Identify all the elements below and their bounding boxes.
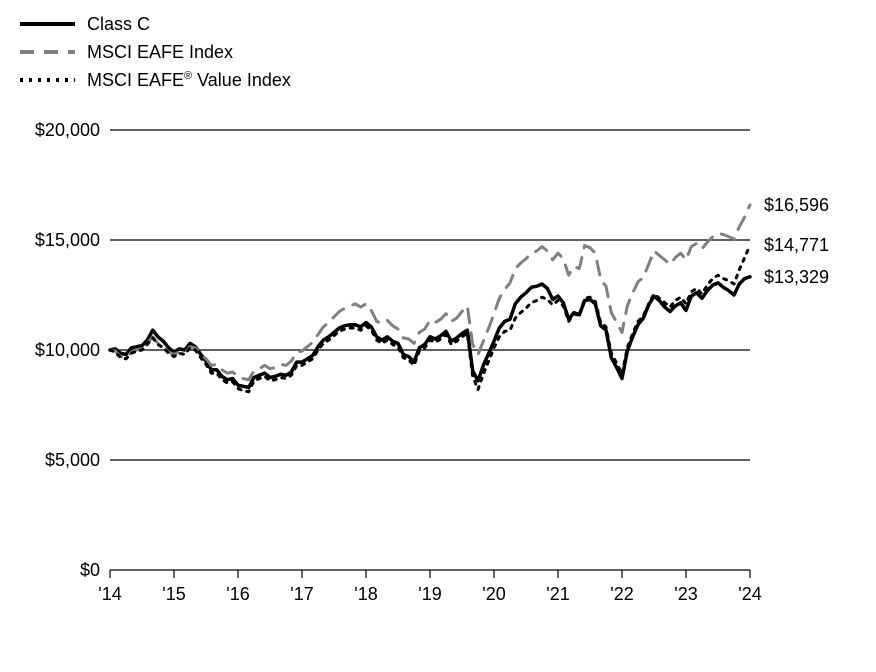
svg-text:$5,000: $5,000 — [45, 450, 100, 470]
legend-swatch-dashed — [20, 38, 75, 66]
svg-text:'22: '22 — [610, 584, 633, 604]
legend-label: Class C — [87, 14, 150, 35]
svg-text:'16: '16 — [226, 584, 249, 604]
svg-text:$0: $0 — [80, 560, 100, 580]
svg-text:'14: '14 — [98, 584, 121, 604]
svg-text:$10,000: $10,000 — [35, 340, 100, 360]
legend: Class C MSCI EAFE Index MSCI EAFE® Value… — [20, 10, 291, 94]
svg-text:$20,000: $20,000 — [35, 120, 100, 140]
svg-text:$13,329: $13,329 — [764, 267, 829, 287]
chart-svg: $0 $5,000 $10,000 $15,000 $20,000 '14 '15 '16 '1… — [0, 110, 876, 630]
svg-text:'18: '18 — [354, 584, 377, 604]
svg-text:'24: '24 — [738, 584, 761, 604]
plot-area: $0 $5,000 $10,000 $15,000 $20,000 '14 '15 '16 '1… — [0, 110, 876, 630]
legend-label: MSCI EAFE® Value Index — [87, 70, 291, 91]
svg-text:'19: '19 — [418, 584, 441, 604]
legend-item-eafe: MSCI EAFE Index — [20, 38, 291, 66]
svg-text:$15,000: $15,000 — [35, 230, 100, 250]
legend-label: MSCI EAFE Index — [87, 42, 233, 63]
svg-text:'15: '15 — [162, 584, 185, 604]
growth-chart: { "chart": { "type": "line", "background… — [0, 0, 876, 672]
legend-swatch-solid — [20, 10, 75, 38]
legend-item-eafe-value: MSCI EAFE® Value Index — [20, 66, 291, 94]
svg-text:$16,596: $16,596 — [764, 195, 829, 215]
svg-text:$14,771: $14,771 — [764, 235, 829, 255]
svg-text:'23: '23 — [674, 584, 697, 604]
legend-swatch-dotted — [20, 66, 75, 94]
svg-text:'20: '20 — [482, 584, 505, 604]
svg-text:'17: '17 — [290, 584, 313, 604]
legend-item-class-c: Class C — [20, 10, 291, 38]
svg-text:'21: '21 — [546, 584, 569, 604]
